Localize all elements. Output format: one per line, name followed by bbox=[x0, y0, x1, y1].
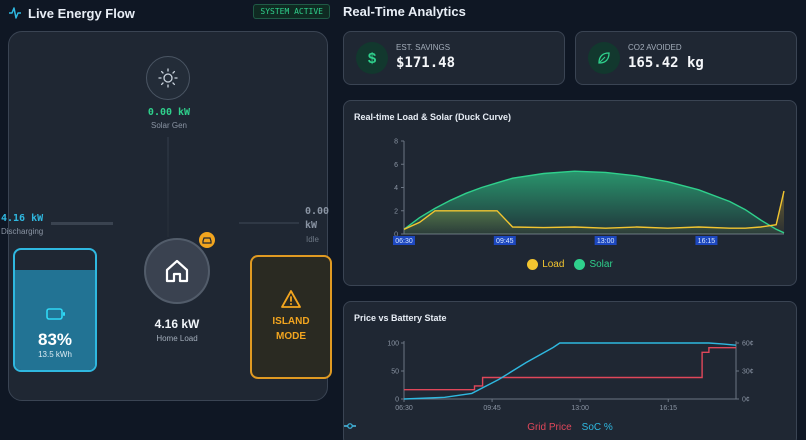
legend-label-load: Load bbox=[542, 259, 565, 270]
solar-label: Solar Gen bbox=[150, 121, 188, 130]
island-mode-label: ISLAND MODE bbox=[272, 316, 310, 342]
legend-item-load[interactable]: Load bbox=[527, 259, 564, 270]
y-left-tick-label: 100 bbox=[387, 341, 399, 348]
price-battery-plot: 0 50 100 0¢ 30¢ 60¢ 06:30 09:45 13:00 16:15 bbox=[387, 341, 754, 413]
x-tick-label: 09:45 bbox=[496, 238, 514, 245]
home-load-label: Home Load bbox=[156, 334, 198, 343]
car-icon bbox=[202, 237, 212, 244]
y-left-tick-label: 50 bbox=[391, 369, 399, 376]
savings-card: $ EST. SAVINGS $171.48 bbox=[343, 31, 565, 85]
duck-curve-plot: 0 2 4 6 8 06:30 09:45 13:00 16:15 bbox=[393, 139, 785, 245]
soc-legend-mark bbox=[344, 423, 356, 429]
legend-label-grid-price: Grid Price bbox=[527, 422, 572, 433]
leaf-icon bbox=[588, 42, 620, 74]
duck-curve-title: Real-time Load & Solar (Duck Curve) bbox=[354, 112, 512, 122]
solar-node[interactable] bbox=[146, 56, 190, 100]
battery-flow-line bbox=[51, 222, 113, 225]
battery-node[interactable]: 83% 13.5 kWh bbox=[13, 248, 97, 372]
x-tick-label: 09:45 bbox=[483, 405, 501, 412]
co2-label: CO2 AVOIDED bbox=[628, 43, 682, 52]
soc-line bbox=[403, 342, 737, 400]
sun-icon bbox=[158, 68, 178, 88]
duck-curve-legend: Load Solar bbox=[344, 259, 796, 270]
battery-fill bbox=[15, 270, 95, 370]
analytics-title: Real-Time Analytics bbox=[343, 4, 466, 19]
x-tick-highlight bbox=[493, 236, 516, 245]
legend-item-soc[interactable]: SoC % bbox=[344, 422, 613, 433]
grid-flow-line bbox=[239, 222, 299, 224]
home-alert-badge bbox=[199, 232, 215, 248]
y-right-tick-label: 30¢ bbox=[742, 369, 754, 376]
y-tick-label: 6 bbox=[394, 162, 398, 169]
y-tick-label: 2 bbox=[394, 208, 398, 215]
legend-item-grid-price[interactable]: Grid Price bbox=[344, 422, 572, 433]
grid-flow-state: Idle bbox=[306, 235, 319, 244]
y-left-tick-label: 0 bbox=[395, 397, 399, 404]
solar-legend-dot bbox=[574, 259, 586, 270]
grid-price-line bbox=[404, 347, 736, 391]
legend-label-soc: SoC % bbox=[581, 422, 613, 433]
x-tick-highlight bbox=[393, 236, 415, 245]
solar-flow-line bbox=[167, 137, 169, 237]
energy-flow-header: Live Energy Flow SYSTEM ACTIVE bbox=[8, 4, 330, 22]
solar-value: 0.00 kW bbox=[147, 107, 191, 118]
x-tick-highlight bbox=[594, 236, 617, 245]
dollar-icon: $ bbox=[356, 42, 388, 74]
island-mode-node[interactable]: ISLAND MODE bbox=[250, 255, 332, 379]
savings-label: EST. SAVINGS bbox=[396, 43, 451, 52]
x-tick-highlight bbox=[695, 236, 718, 245]
x-tick-label: 16:15 bbox=[659, 405, 677, 412]
energy-flow-card: 0.00 kW Solar Gen 4.16 kW Discharging 0.… bbox=[1, 31, 332, 401]
x-tick-label: 16:15 bbox=[698, 238, 716, 245]
load-area bbox=[404, 191, 784, 234]
energy-flow-title: Live Energy Flow bbox=[28, 5, 135, 21]
battery-flow-state: Discharging bbox=[1, 227, 44, 236]
price-battery-chart: Price vs Battery State 0 50 100 0¢ 30¢ 60¢ 06:… bbox=[343, 301, 797, 440]
load-legend-dot bbox=[527, 259, 539, 270]
price-battery-title: Price vs Battery State bbox=[354, 313, 447, 323]
y-right-tick-label: 0¢ bbox=[742, 397, 750, 404]
y-tick-label: 4 bbox=[394, 185, 398, 192]
x-tick-label: 06:30 bbox=[395, 405, 413, 412]
load-line bbox=[403, 190, 785, 230]
battery-percent: 83% bbox=[37, 330, 73, 349]
x-tick-label: 06:30 bbox=[395, 238, 413, 245]
battery-flow-value: 4.16 kW bbox=[1, 213, 44, 224]
status-badge: SYSTEM ACTIVE bbox=[253, 4, 330, 19]
pulse-icon bbox=[9, 7, 21, 19]
co2-value: 165.42 kg bbox=[628, 55, 704, 71]
legend-label-solar: Solar bbox=[589, 259, 613, 270]
warning-icon bbox=[281, 290, 301, 308]
x-tick-label: 13:00 bbox=[597, 238, 615, 245]
solar-line bbox=[403, 170, 785, 234]
grid-flow-value: 0.00 kW bbox=[305, 206, 330, 231]
x-tick-label: 13:00 bbox=[571, 405, 589, 412]
home-icon bbox=[165, 259, 189, 283]
savings-value: $171.48 bbox=[396, 55, 456, 71]
battery-icon bbox=[46, 308, 65, 320]
price-battery-legend: Grid Price SoC % bbox=[344, 422, 796, 433]
co2-card: CO2 AVOIDED 165.42 kg bbox=[575, 31, 797, 85]
duck-curve-chart: Real-time Load & Solar (Duck Curve) 0 2 4 6… bbox=[343, 100, 797, 286]
battery-energy: 13.5 kWh bbox=[38, 350, 72, 359]
home-load-value: 4.16 kW bbox=[154, 317, 200, 331]
home-node[interactable] bbox=[144, 238, 210, 304]
legend-item-solar[interactable]: Solar bbox=[574, 259, 613, 270]
y-tick-label: 0 bbox=[394, 232, 398, 239]
y-tick-label: 8 bbox=[394, 139, 398, 146]
y-right-tick-label: 60¢ bbox=[742, 341, 754, 348]
